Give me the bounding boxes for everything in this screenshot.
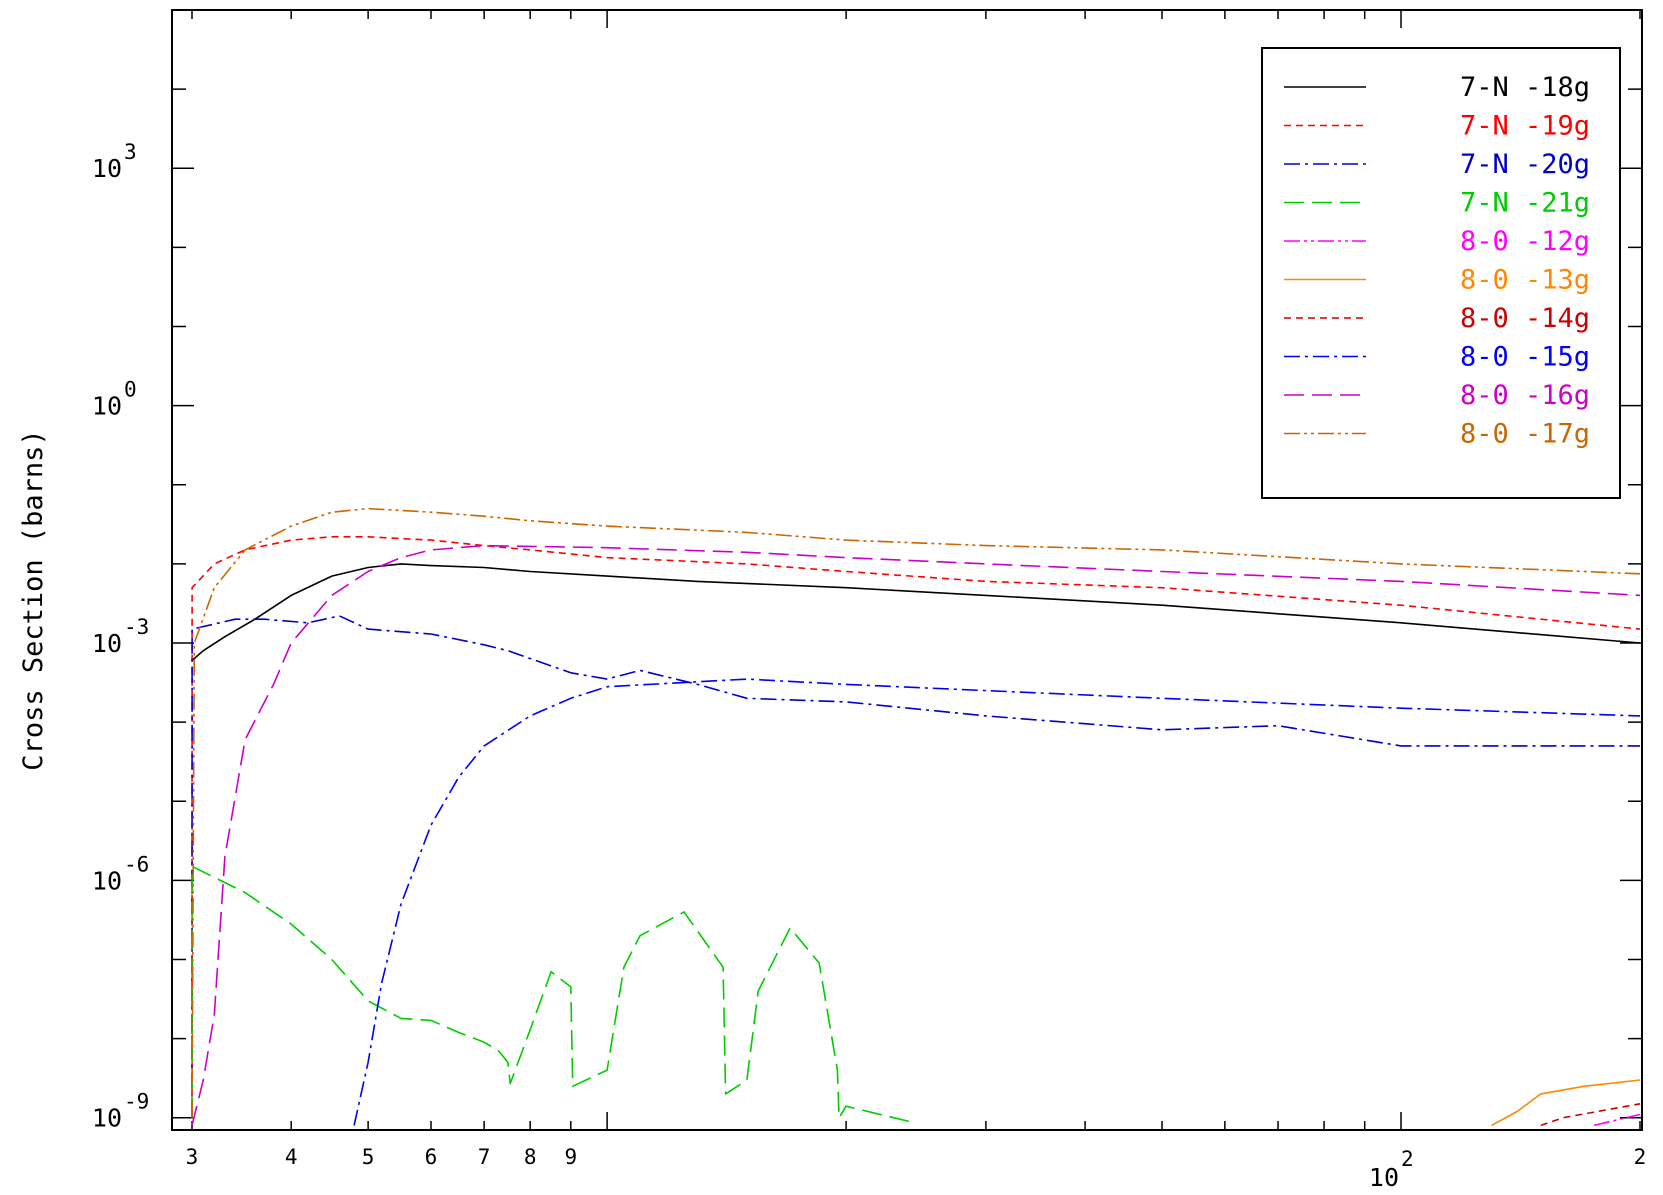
plot-frame [171,9,1643,1131]
x-exponent-base: 10 [1369,1163,1399,1192]
series-line-3 [191,615,1640,1118]
y-tick-label: 100 [92,378,137,421]
y-tick-label-exponent: -3 [124,615,149,639]
y-tick-label-base: 10 [92,392,122,421]
y-tick-label: 103 [92,140,137,183]
legend-label-2: 7-N -19g [1460,111,1590,142]
x-tick-label: 5 [362,1145,375,1169]
y-tick-label-base: 10 [92,629,122,658]
legend-label-4: 7-N -21g [1460,188,1590,219]
series-line-9 [191,544,1641,1126]
x-exponent-power: 2 [1401,1147,1414,1171]
legend-label-5: 8-0 -12g [1460,226,1590,257]
y-tick-label-base: 10 [92,1104,122,1133]
y-tick-label: 10-9 [92,1090,149,1133]
y-axis-title: Cross Section (barns) [18,429,49,770]
legend-label-10: 8-0 -17g [1460,419,1590,450]
series-line-10 [191,507,1641,1118]
legend-label-6: 8-0 -13g [1460,265,1590,296]
legend-label-1: 7-N -18g [1460,72,1590,103]
series-line-6 [1491,1079,1641,1127]
legend-label-8: 8-0 -15g [1460,342,1590,373]
x-tick-label: 3 [186,1145,199,1169]
y-tick-label-exponent: -9 [124,1090,149,1114]
series-layer [191,507,1641,1127]
x-tick-label: 2 [1634,1145,1647,1169]
x-tick-label: 4 [285,1145,298,1169]
legend-label-3: 7-N -20g [1460,149,1590,180]
y-tick-label-exponent: 0 [124,378,137,402]
series-line-5 [1593,1113,1641,1127]
legend-box [1261,47,1621,499]
y-tick-label-exponent: -6 [124,852,149,876]
series-line-7 [1540,1103,1641,1127]
legend-label-7: 8-0 -14g [1460,303,1590,334]
y-tick-label: 10-6 [92,852,149,895]
y-tick-label-exponent: 3 [124,140,137,164]
series-line-4 [191,865,910,1123]
y-tick-label-base: 10 [92,154,122,183]
series-line-1 [191,563,1641,662]
legend: 7-N -18g 7-N -19g 7-N -20g 7-N -21g 8-0 -12g… [1261,47,1621,499]
x-tick-label: 6 [425,1145,438,1169]
x-tick-label: 9 [564,1145,577,1169]
x-tick-label: 7 [478,1145,491,1169]
y-tick-label: 10-3 [92,615,149,658]
legend-label-9: 8-0 -16g [1460,380,1590,411]
series-line-2 [191,536,1641,1118]
series-line-8 [353,678,1641,1126]
y-tick-label-base: 10 [92,866,122,895]
x-tick-label: 8 [524,1145,537,1169]
